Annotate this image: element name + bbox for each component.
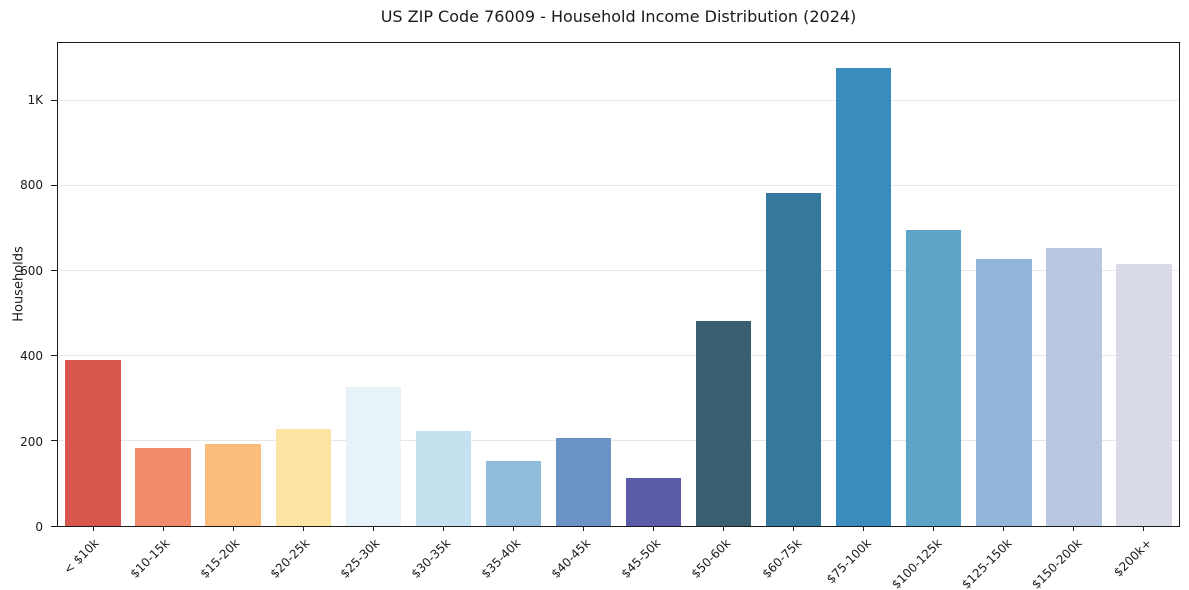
bar-slot [969,43,1039,526]
bars-container [58,43,1179,526]
x-tick-mark [933,526,935,531]
x-tick-mark [723,526,725,531]
bar-slot [759,43,829,526]
y-tick-mark [51,440,57,442]
income-bar [415,431,472,526]
income-bar [555,437,612,526]
y-tick-mark [51,185,57,187]
bar-slot [408,43,478,526]
income-bar [1116,264,1172,526]
x-tick-label: $200k+ [1111,536,1155,580]
y-tick-mark [51,270,57,272]
x-tick-mark [512,526,514,531]
income-bar [485,460,542,526]
y-tick-label: 0 [35,520,43,534]
gridline [58,99,1179,101]
bar-slot [619,43,689,526]
bar-slot [198,43,268,526]
income-bar [345,387,401,526]
x-tick-label: $20-25k [267,536,313,581]
bar-slot [1039,43,1109,526]
x-tick-label: < $10k [61,536,102,577]
x-tick-mark [1003,526,1005,531]
x-tick-mark [1073,526,1075,531]
x-tick-mark [793,526,795,531]
income-bar [765,193,822,526]
gridline [58,354,1179,356]
income-bar [1046,247,1102,526]
x-tick-label: $75-100k [823,536,875,587]
y-tick-label: 800 [20,178,43,193]
x-tick-label: $50-60k [688,536,734,581]
bar-slot [689,43,759,526]
x-tick-mark [302,526,304,531]
x-tick-label: $125-150k [958,536,1015,590]
x-tick-mark [92,526,94,531]
bar-slot [829,43,899,526]
x-tick-mark [372,526,374,531]
x-tick-mark [232,526,234,531]
bar-slot [478,43,548,526]
bar-slot [268,43,338,526]
x-tick-mark [863,526,865,531]
x-tick-label: $40-45k [548,536,594,581]
income-bar [976,259,1032,526]
y-tick-mark [51,525,57,527]
plot-area [51,42,1180,531]
income-bar [65,360,121,526]
chart-title: US ZIP Code 76009 - Household Income Dis… [380,7,857,26]
x-tick-mark [1143,526,1145,531]
x-tick-label: $10-15k [127,536,173,581]
x-tick-mark [582,526,584,531]
y-tick-label: 1K [27,93,43,108]
income-bar [135,448,191,526]
x-tick-label: $25-30k [337,536,383,581]
x-tick-label: $60-75k [759,536,804,581]
y-tick-label: 200 [20,434,43,449]
x-tick-label: $150-200k [1028,536,1085,590]
bar-slot [548,43,618,526]
x-tick-label: $45-50k [618,536,664,581]
y-axis-tick-labels: 0 200 400 600 800 1K [0,42,50,534]
x-tick-label: $35-40k [478,536,524,581]
x-tick-label: $15-20k [197,536,243,581]
y-tick-label: 400 [20,349,43,364]
income-bar [625,477,682,526]
x-axis-tick-labels: < $10k $10-15k $15-20k $20-25k $25-30k $30-35… [57,533,1180,590]
income-bar [906,229,962,526]
bar-slot [338,43,408,526]
gridline [58,184,1179,186]
x-tick-mark [442,526,444,531]
bar-slot [1109,43,1179,526]
income-bar [836,67,892,526]
y-tick-mark [51,100,57,102]
bar-slot [128,43,198,526]
gridline [58,269,1179,271]
x-tick-label: $30-35k [408,536,453,581]
gridline [58,439,1179,441]
bar-slot [58,43,128,526]
y-tick-mark [51,355,57,357]
x-tick-mark [162,526,164,531]
income-bar [205,443,261,526]
bar-slot [899,43,969,526]
x-tick-mark [653,526,655,531]
y-tick-label: 600 [20,263,43,278]
income-bar [275,428,331,526]
x-tick-label: $100-125k [888,536,945,590]
income-bar [695,320,752,526]
